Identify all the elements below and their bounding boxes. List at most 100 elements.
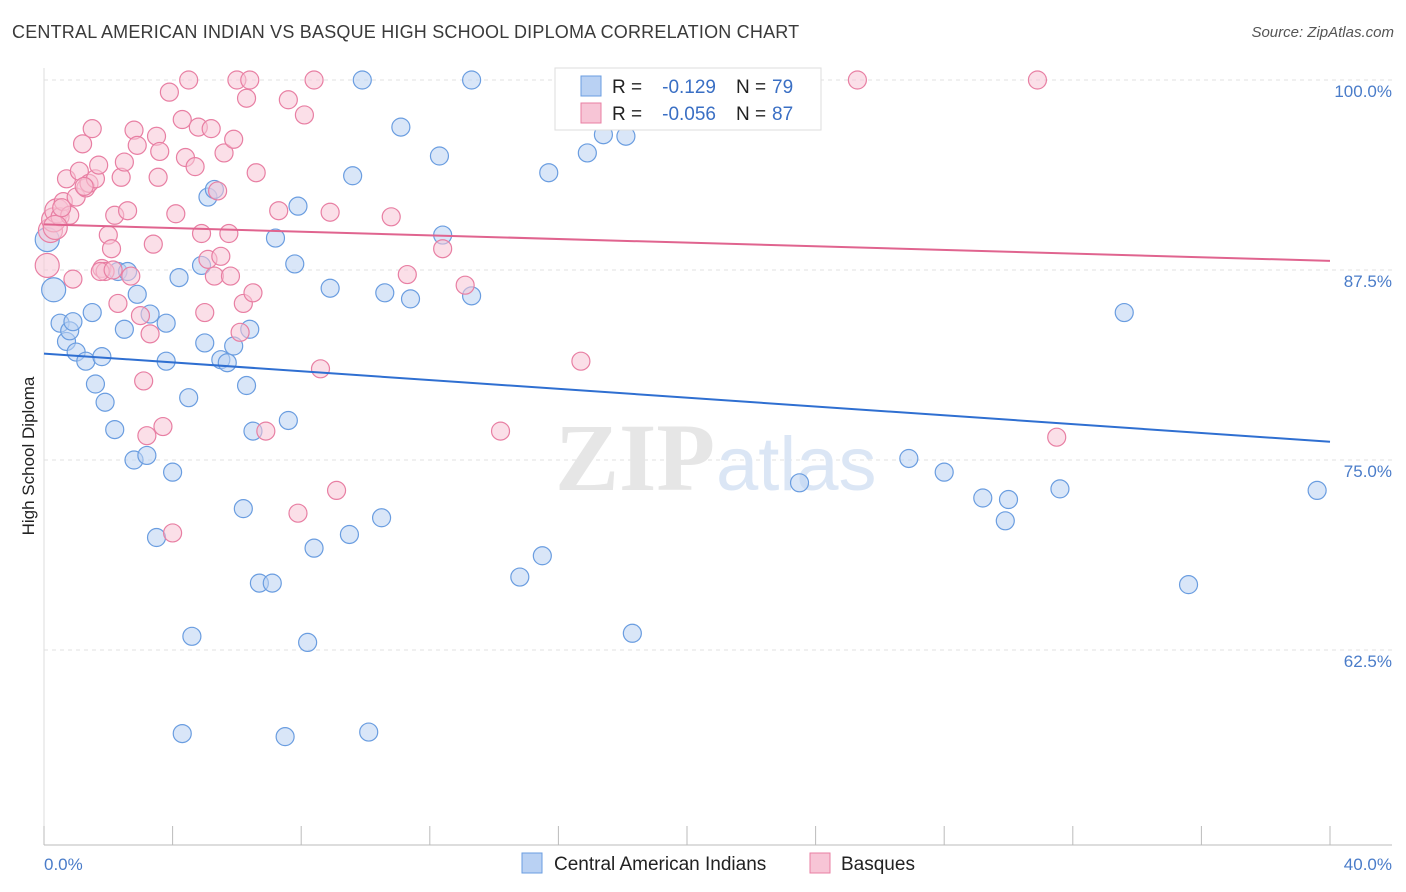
point-central-american: [352, 70, 372, 90]
x-tick-label-min: 0.0%: [44, 855, 83, 874]
legend-r-value-1: -0.129: [662, 77, 716, 98]
point-basque: [256, 421, 276, 441]
point-basque: [153, 416, 173, 437]
point-basque: [74, 176, 94, 196]
y-tick-label: 62.5%: [1344, 652, 1392, 671]
chart-title: CENTRAL AMERICAN INDIAN VS BASQUE HIGH S…: [12, 22, 800, 42]
point-central-american: [265, 228, 286, 248]
point-central-american: [85, 374, 106, 394]
y-axis-label: High School Diploma: [19, 376, 38, 535]
point-basque: [240, 70, 260, 90]
point-central-american: [391, 117, 411, 137]
point-central-american: [461, 70, 482, 90]
x-tick-label-max: 40.0%: [1344, 855, 1392, 874]
top-legend: R = -0.129 N = 79 R = -0.056 N = 87: [554, 67, 822, 131]
legend-r-label-1: R =: [612, 77, 642, 98]
point-basque: [208, 181, 228, 201]
watermark-atlas: atlas: [716, 422, 877, 507]
point-central-american: [288, 196, 308, 216]
point-basque: [278, 90, 298, 110]
point-central-american: [371, 508, 392, 528]
point-basque: [224, 129, 244, 149]
point-basque: [571, 351, 591, 371]
point-central-american: [343, 166, 363, 186]
point-central-american: [236, 375, 257, 396]
point-central-american: [339, 524, 360, 545]
point-basque: [163, 523, 183, 543]
point-basque: [82, 119, 102, 139]
legend-n-value-2: 87: [772, 104, 793, 125]
point-central-american: [278, 410, 298, 431]
point-basque: [137, 426, 157, 446]
point-basque: [236, 88, 257, 108]
point-basque: [72, 134, 93, 154]
point-basque: [195, 302, 215, 323]
point-basque: [201, 119, 221, 139]
point-central-american: [359, 722, 379, 742]
point-central-american: [998, 489, 1019, 510]
point-basque: [211, 246, 231, 266]
point-basque: [294, 105, 315, 125]
watermark: ZIP atlas: [555, 404, 877, 511]
point-central-american: [95, 392, 115, 412]
point-central-american: [262, 573, 282, 593]
point-basque: [320, 202, 340, 222]
point-central-american: [510, 567, 530, 587]
legend-swatch-basques: [580, 102, 602, 124]
point-central-american: [233, 499, 253, 519]
point-basque: [397, 264, 417, 285]
point-central-american: [1178, 575, 1199, 595]
point-central-american: [41, 277, 67, 303]
point-central-american: [320, 278, 340, 298]
point-central-american: [217, 353, 237, 373]
point-basque: [246, 163, 266, 183]
point-central-american: [76, 351, 96, 371]
point-basque: [172, 109, 192, 130]
bottom-legend-swatch-basques: [809, 852, 831, 874]
point-basque: [381, 207, 401, 227]
point-central-american: [275, 727, 295, 747]
point-central-american: [622, 623, 642, 643]
point-central-american: [899, 448, 919, 469]
point-central-american: [298, 632, 318, 653]
legend-n-label-1: N =: [736, 77, 766, 98]
point-central-american: [532, 546, 552, 566]
point-basque: [52, 198, 72, 218]
point-basque: [288, 503, 308, 523]
y-tick-label: 75.0%: [1344, 462, 1392, 481]
point-central-american: [127, 284, 147, 304]
axis-layer: [43, 68, 1392, 846]
point-basque: [150, 141, 170, 162]
point-basque: [455, 275, 475, 295]
bottom-legend-swatch-central-american: [521, 852, 543, 874]
point-basque: [134, 371, 154, 391]
point-basque: [220, 266, 241, 286]
point-central-american: [114, 319, 134, 339]
point-central-american: [400, 289, 421, 309]
point-central-american: [82, 302, 102, 323]
point-basque: [42, 214, 68, 241]
point-central-american: [156, 313, 176, 333]
point-basque: [130, 306, 151, 326]
watermark-zip: ZIP: [555, 404, 715, 511]
point-basque: [108, 293, 128, 314]
bottom-legend-label-basques: Basques: [841, 854, 915, 875]
point-basque: [326, 480, 347, 500]
point-basque: [89, 155, 109, 175]
point-central-american: [179, 388, 199, 408]
trend-line-central-american: [43, 352, 1331, 443]
point-central-american: [577, 143, 597, 163]
point-basque: [143, 234, 163, 254]
point-basque: [433, 239, 453, 259]
chart-source: Source: ZipAtlas.com: [1251, 24, 1394, 41]
legend-n-value-1: 79: [772, 77, 793, 98]
point-central-american: [169, 268, 189, 288]
point-central-american: [375, 283, 395, 303]
bottom-legend: Central American Indians Basques: [521, 852, 915, 875]
point-central-american: [163, 462, 183, 482]
point-basque: [63, 269, 83, 289]
point-basque: [148, 167, 168, 187]
grid-layer: [44, 79, 1392, 651]
point-basque: [117, 201, 138, 221]
